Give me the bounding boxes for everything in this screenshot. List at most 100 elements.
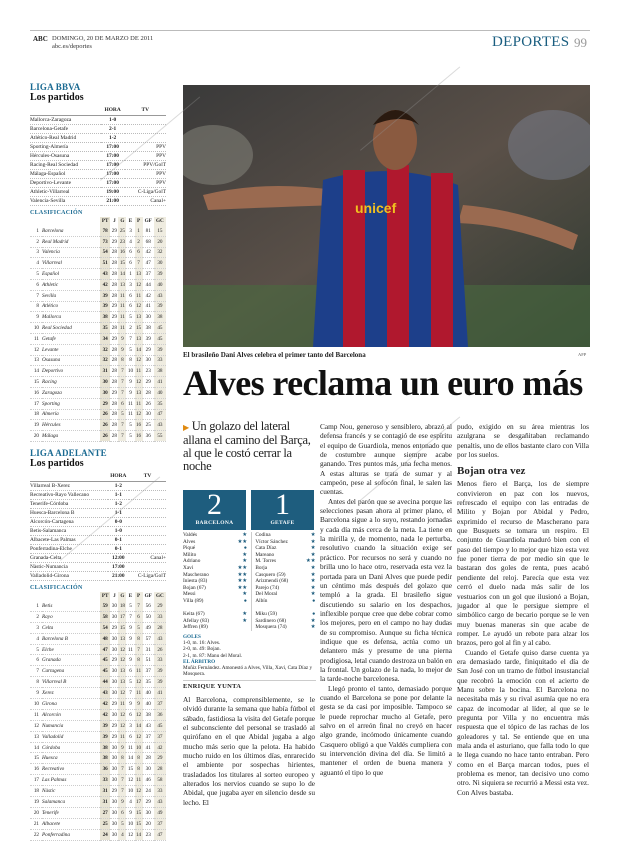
match-teams: Nàstic-Numancia bbox=[30, 562, 108, 572]
match-row: Racing-Real Sociedad 17:00 PPV/GolT bbox=[30, 160, 166, 170]
team-name: Nàstic bbox=[42, 785, 100, 798]
header-row: PT J G E P GF GC bbox=[30, 591, 166, 601]
team-name: Barcelona B bbox=[42, 633, 100, 645]
paragraph: Cuando el Getafe quiso darse cuenta ya e… bbox=[457, 647, 589, 797]
stat-j: 30 bbox=[110, 644, 119, 656]
player-name: Jeffren (89) bbox=[183, 624, 208, 631]
match-teams: Sporting-Almería bbox=[30, 142, 101, 152]
match-row: Villarreal B-Xerez 1-2 bbox=[30, 481, 166, 491]
stat-j: 30 bbox=[110, 796, 119, 808]
match-tv bbox=[128, 517, 166, 527]
stat-gc: 41 bbox=[153, 687, 166, 700]
stat-j: 30 bbox=[110, 807, 119, 819]
stat-j: 29 bbox=[110, 333, 119, 345]
standings-row: 13 Valladolid 39 29 11 6 12 37 37 bbox=[30, 731, 166, 743]
match-teams: Villarreal B-Xerez bbox=[30, 481, 108, 491]
match-row: Mallorca-Zaragoza 1-0 bbox=[30, 115, 166, 125]
stat-pt: 59 bbox=[100, 600, 111, 612]
stat-j: 30 bbox=[110, 818, 119, 830]
paragraph: Camp Nou, generoso y sensiblero, abrazó … bbox=[320, 422, 452, 497]
stat-pp: 15 bbox=[134, 818, 143, 830]
stat-j: 30 bbox=[110, 774, 119, 787]
team-name: Real Madrid bbox=[42, 236, 100, 248]
stat-e: 3 bbox=[126, 225, 135, 237]
stat-pt: 31 bbox=[100, 785, 111, 798]
player-name: Arizmendi (68) bbox=[255, 578, 289, 585]
team-name: Valladolid bbox=[42, 731, 100, 743]
stat-gf: 41 bbox=[142, 742, 154, 754]
position: 6 bbox=[30, 654, 42, 667]
match-time: 12:00 bbox=[107, 553, 129, 563]
stat-e: 1 bbox=[126, 268, 135, 280]
team-name: Salamanca bbox=[42, 796, 100, 808]
top-rule bbox=[30, 30, 590, 31]
stat-g: 11 bbox=[118, 322, 127, 334]
standings-row: 22 Ponferradina 24 30 4 12 14 23 47 bbox=[30, 829, 166, 841]
team-name: Betis bbox=[42, 600, 100, 612]
player-row: Keita (67) ★ bbox=[183, 611, 247, 618]
section-title: DEPORTES bbox=[492, 34, 570, 50]
stat-pt: 73 bbox=[100, 236, 111, 248]
stat-gf: 47 bbox=[142, 257, 154, 270]
referee-text: Muñiz Fernández. Amonestó a Alves, Villa… bbox=[183, 665, 313, 678]
stat-gc: 28 bbox=[153, 622, 166, 634]
position: 5 bbox=[30, 268, 42, 280]
stat-g: 7 bbox=[118, 365, 127, 378]
position: 18 bbox=[30, 785, 42, 798]
stat-gf: 38 bbox=[142, 709, 154, 721]
stat-e: 6 bbox=[126, 247, 135, 259]
stat-j: 28 bbox=[110, 398, 119, 410]
match-row: Huesca-Barcelona B 1-1 bbox=[30, 508, 166, 518]
stat-e: 9 bbox=[126, 807, 135, 819]
match-row: Málaga-Español 17:00 PPV bbox=[30, 169, 166, 179]
stat-pp: 11 bbox=[134, 687, 143, 700]
stat-pp: 7 bbox=[134, 644, 143, 656]
player-name: Víctor Sánchez bbox=[255, 538, 288, 545]
match-row: Barcelona-Getafe 2-1 bbox=[30, 124, 166, 134]
stat-g: 7 bbox=[118, 387, 127, 399]
stat-g: 12 bbox=[118, 687, 127, 700]
stat-pt: 58 bbox=[100, 611, 111, 623]
column-header: GF bbox=[144, 593, 152, 599]
stat-g: 12 bbox=[118, 654, 127, 667]
position: 1 bbox=[30, 600, 42, 612]
stat-g: 8 bbox=[118, 355, 127, 367]
match-tv bbox=[128, 544, 166, 554]
column-header: TV bbox=[128, 472, 166, 482]
away-team: GETAFE bbox=[270, 520, 295, 526]
player-name: Valdés bbox=[183, 532, 198, 538]
column-header: GC bbox=[153, 216, 166, 226]
column-header bbox=[42, 592, 100, 601]
stat-pp: 12 bbox=[134, 676, 143, 689]
stat-pp: 15 bbox=[134, 807, 143, 819]
player-name: Messi bbox=[183, 591, 196, 598]
stat-pt: 42 bbox=[100, 698, 111, 710]
stat-gf: 38 bbox=[142, 322, 154, 334]
stat-g: 7 bbox=[118, 376, 127, 388]
stat-pp: 12 bbox=[134, 709, 143, 721]
player-row: Villa (89) ● bbox=[183, 598, 247, 605]
stat-gc: 42 bbox=[153, 742, 166, 754]
match-tv: PPV bbox=[124, 178, 166, 188]
away-score-box: 1 GETAFE bbox=[251, 490, 314, 530]
stat-pt: 44 bbox=[100, 676, 111, 689]
site-link[interactable]: abc.es/deportes bbox=[52, 43, 92, 50]
position: 14 bbox=[30, 365, 42, 378]
stat-g: 15 bbox=[118, 622, 127, 634]
rating-icon: ★ bbox=[242, 532, 247, 538]
stat-pp: 16 bbox=[134, 419, 143, 432]
standings-row: 15 Racing 30 28 7 9 12 29 41 bbox=[30, 376, 166, 388]
match-teams: Racing-Real Sociedad bbox=[30, 160, 101, 170]
stat-g: 9 bbox=[118, 344, 127, 356]
stat-g: 12 bbox=[118, 709, 127, 721]
stat-pp: 11 bbox=[134, 774, 143, 787]
stat-e: 10 bbox=[126, 785, 135, 798]
match-teams: Recreativo-Rayo Vallecano bbox=[30, 490, 108, 500]
stat-j: 30 bbox=[110, 687, 119, 700]
stat-pt: 32 bbox=[100, 344, 111, 356]
column-header: GF bbox=[144, 218, 152, 224]
player-row: Alves ★★ bbox=[183, 539, 247, 546]
stat-g: 7 bbox=[118, 774, 127, 787]
match-row: Sporting-Almería 17:00 PPV bbox=[30, 142, 166, 152]
player-row: Piqué ● bbox=[183, 545, 247, 552]
